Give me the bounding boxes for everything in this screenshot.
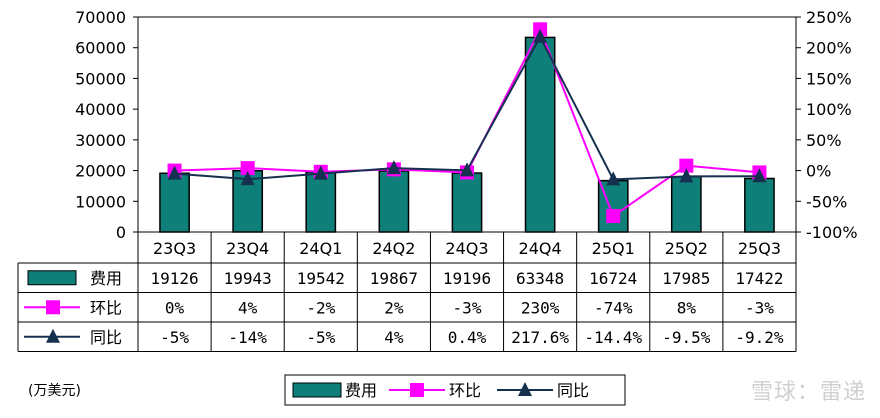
table-value: 2% [384, 298, 404, 317]
qoq-marker [679, 158, 694, 173]
table-series-name: 环比 [90, 298, 122, 317]
left-tick-label: 0 [116, 223, 126, 242]
legend-qoq-marker [410, 383, 424, 397]
right-tick-label: 150% [806, 69, 852, 88]
watermark: 雪球：雷递 [750, 380, 866, 405]
yoy-marker [386, 160, 401, 175]
table-value: 0% [165, 298, 185, 317]
yoy-line [174, 34, 760, 181]
legend-key-marker [46, 300, 60, 315]
category-label: 23Q3 [153, 239, 196, 258]
table-value: -9.2% [735, 328, 784, 347]
bar [159, 172, 190, 233]
yoy-marker [533, 28, 548, 43]
table-series-name: 同比 [90, 328, 122, 347]
left-tick-label: 50000 [75, 69, 126, 88]
table-value: 230% [521, 298, 560, 317]
table-value: -14% [228, 328, 267, 347]
table-value: 63348 [516, 269, 564, 288]
legend-key-marker [46, 328, 60, 343]
legend-key-bar [27, 270, 77, 286]
table-value: 217.6% [511, 328, 569, 347]
category-label: 23Q4 [226, 239, 269, 258]
table-value: -5% [160, 328, 189, 347]
category-label: 24Q4 [519, 239, 562, 258]
left-tick-label: 70000 [75, 8, 126, 27]
yoy-marker [752, 168, 767, 183]
bar [670, 176, 702, 233]
table-value: -74% [594, 298, 633, 317]
table-value: 19542 [297, 269, 345, 288]
table-value: 17985 [662, 269, 710, 288]
table-value: 19196 [443, 269, 491, 288]
bar [744, 177, 775, 233]
unit-label: (万美元) [28, 383, 81, 399]
table-value: -9.5% [662, 328, 711, 347]
legend-label: 同比 [557, 381, 589, 400]
bar [305, 171, 337, 233]
left-tick-label: 40000 [75, 100, 126, 119]
right-tick-label: 250% [806, 8, 852, 27]
bar [378, 170, 410, 233]
legend-label: 环比 [449, 381, 481, 400]
table-value: -5% [306, 328, 335, 347]
left-tick-label: 60000 [75, 39, 126, 58]
right-tick-label: 50% [806, 131, 842, 150]
table-value: -14.4% [584, 328, 642, 347]
category-label: 25Q3 [738, 239, 781, 258]
table-value: -2% [306, 298, 335, 317]
right-tick-label: 100% [806, 100, 852, 119]
right-tick-label: 0% [806, 162, 831, 181]
legend-label: 费用 [345, 381, 377, 400]
table-value: 0.4% [448, 328, 487, 347]
category-label: 24Q1 [299, 239, 342, 258]
left-tick-label: 10000 [75, 192, 126, 211]
qoq-marker [606, 209, 621, 224]
right-tick-label: 200% [806, 39, 852, 58]
yoy-marker [313, 165, 328, 180]
left-tick-label: 30000 [75, 131, 126, 150]
table-series-name: 费用 [90, 269, 122, 288]
table-value: 4% [384, 328, 404, 347]
table-value: 19867 [370, 269, 418, 288]
table-value: -3% [745, 298, 774, 317]
qoq-marker [240, 161, 255, 176]
category-label: 24Q3 [445, 239, 488, 258]
category-label: 25Q1 [592, 239, 635, 258]
bar [451, 172, 483, 233]
table-value: 16724 [589, 269, 637, 288]
bar [524, 36, 556, 233]
yoy-marker [240, 171, 255, 186]
yoy-marker [167, 165, 182, 180]
category-label: 24Q2 [372, 239, 415, 258]
table-value: 19943 [224, 269, 272, 288]
table-value: 4% [238, 298, 258, 317]
yoy-marker [460, 162, 474, 177]
legend-bar-swatch [292, 382, 342, 398]
right-tick-label: -100% [806, 223, 858, 242]
right-tick-label: -50% [806, 192, 847, 211]
yoy-marker [606, 171, 621, 186]
category-label: 25Q2 [665, 239, 708, 258]
table-value: 17422 [735, 269, 783, 288]
table-value: 8% [677, 298, 697, 317]
table-value: 19126 [150, 269, 198, 288]
legend-box [284, 374, 626, 406]
yoy-marker [679, 168, 694, 183]
left-tick-label: 20000 [75, 162, 126, 181]
legend-yoy-marker [518, 382, 532, 396]
table-value: -3% [453, 298, 482, 317]
